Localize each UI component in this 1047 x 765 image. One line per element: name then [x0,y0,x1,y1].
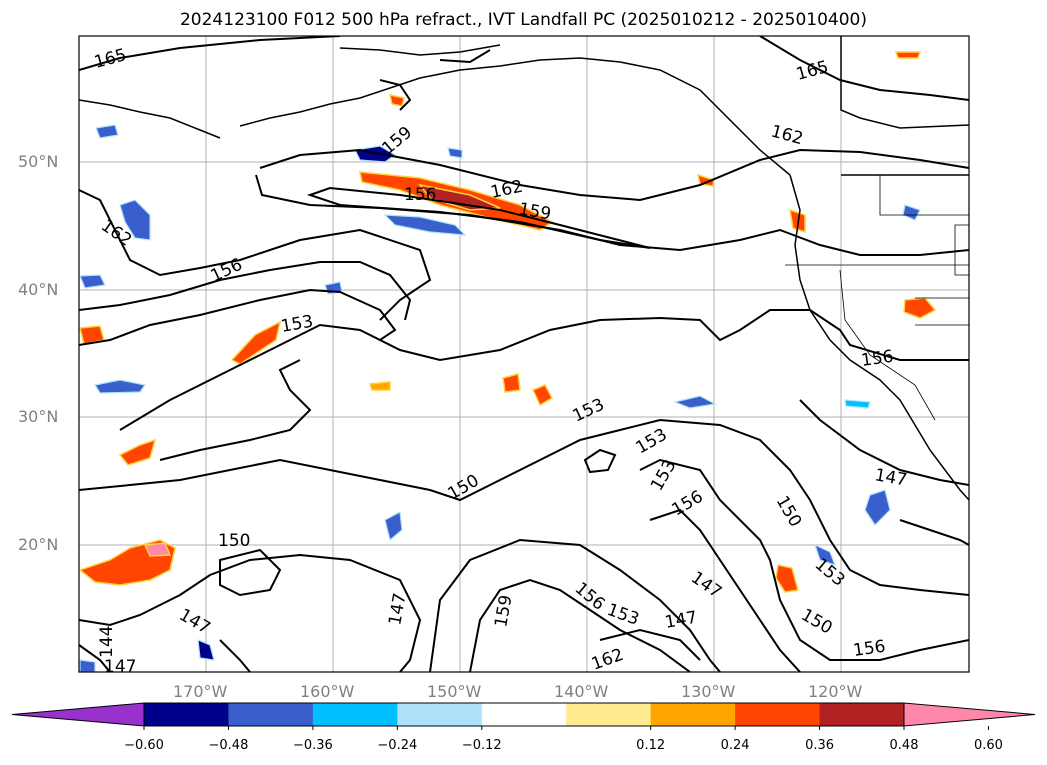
contour-label: 162 [769,122,806,150]
colorbar-tick-label: 0.24 [720,738,750,753]
lat-label: 40°N [18,280,59,299]
lat-label: 20°N [18,535,59,554]
contour-label: 147 [687,568,725,603]
contour-label: 159 [491,593,516,628]
cold-anomaly-blobs [79,124,921,672]
coastlines [79,36,969,501]
contour-label: 153 [633,425,671,459]
colorbar-tick-label: −0.24 [377,738,418,753]
lon-label: 120°W [808,682,863,701]
contour-label: 156 [860,347,895,371]
contour-label: 150 [798,605,836,639]
contour-label: 162 [589,645,626,675]
contour-label: 153 [604,600,641,630]
contour-label: 147 [385,591,410,626]
contour-label: 147 [176,605,214,639]
lon-label: 150°W [427,682,482,701]
contour-label: 156 [852,637,887,661]
colorbar-tick-label: 0.60 [973,738,1003,753]
contour-label: 165 [92,45,129,73]
contour-label: 144 [97,626,117,658]
lon-label: 140°W [554,682,609,701]
map-title: 2024123100 F012 500 hPa refract., IVT La… [179,10,867,30]
contour-label: 162 [489,177,525,203]
colorbar-tick-label: −0.36 [292,738,333,753]
contour-label: 156 [404,185,436,205]
contour-label: 153 [279,312,314,337]
lat-label: 30°N [18,407,59,426]
lon-label: 160°W [300,682,355,701]
plot-frame [78,35,970,673]
colorbar-tick-label: 0.12 [636,738,666,753]
height-contours [79,36,969,672]
gridlines [79,36,969,672]
colorbar-tick-label: −0.60 [124,738,164,753]
lon-label: 130°W [681,682,736,701]
colorbar-tick-label: −0.12 [461,738,502,753]
contour-label: 150 [772,493,806,531]
warm-anomaly-blobs [79,51,937,593]
colorbar-tick-label: −0.48 [208,738,249,753]
contour-label: 165 [794,57,831,85]
lon-label: 170°W [173,682,228,701]
contour-label: 147 [663,608,698,633]
contour-label: 156 [571,579,609,615]
contour-label: 147 [873,465,908,490]
lat-label: 50°N [18,152,59,171]
contour-label: 147 [104,657,136,677]
contour-label: 153 [570,395,608,427]
contour-label: 156 [669,487,707,521]
colorbar-tick-label: 0.48 [889,738,919,753]
colorbar-tick-label: 0.36 [805,738,835,753]
contour-label: 153 [647,456,681,494]
state-borders [785,175,969,421]
contour-label: 150 [218,531,250,551]
